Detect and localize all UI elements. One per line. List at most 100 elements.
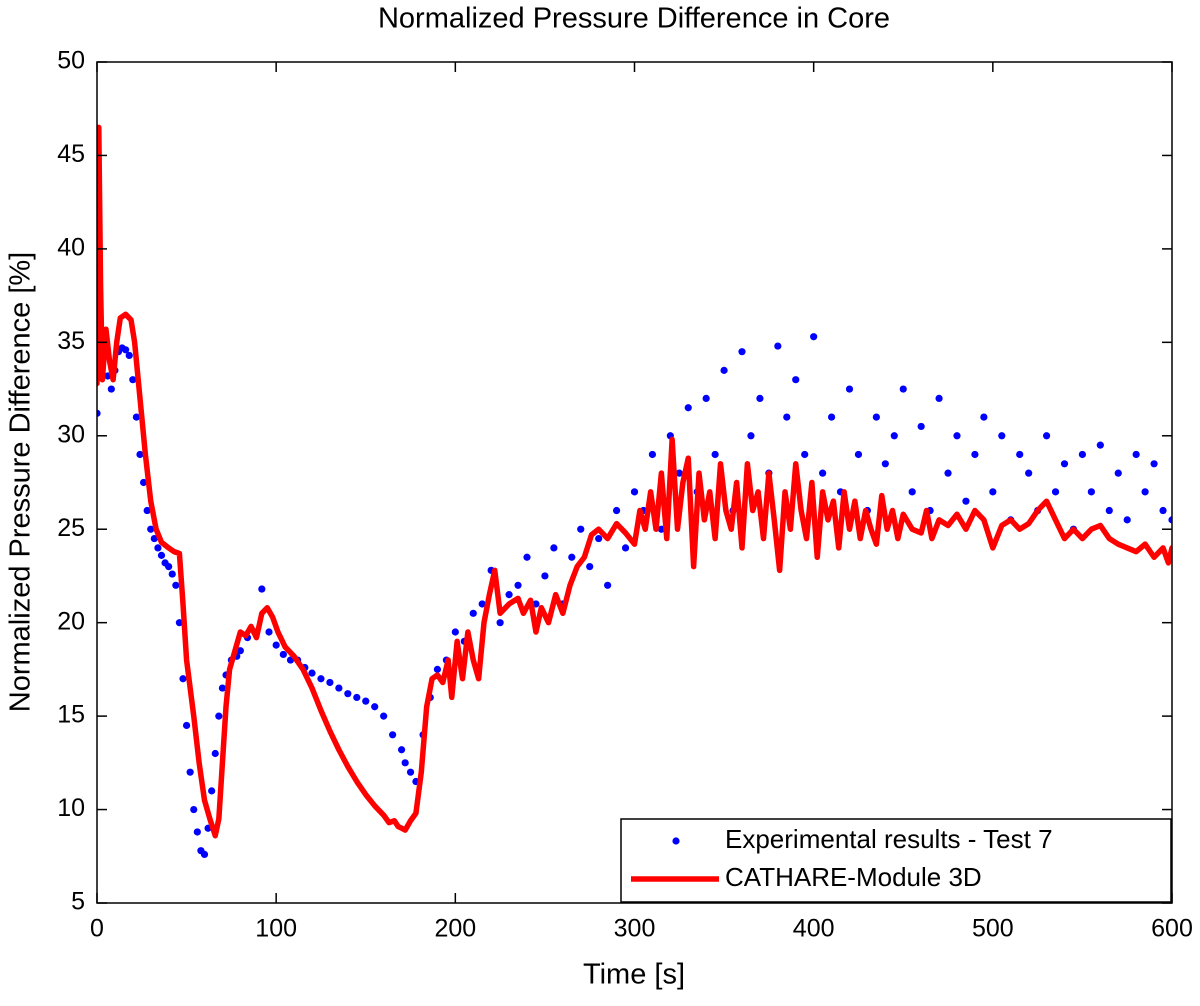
data-point — [944, 469, 952, 477]
data-point — [720, 366, 728, 374]
data-point — [1150, 460, 1158, 468]
data-point — [147, 525, 155, 533]
y-tick-label: 25 — [57, 514, 85, 542]
data-point — [380, 712, 388, 720]
data-point — [478, 600, 486, 608]
data-point — [586, 563, 594, 571]
data-point — [505, 591, 513, 599]
data-point — [1096, 441, 1104, 449]
data-point — [917, 422, 925, 431]
x-tick-label: 100 — [255, 915, 297, 943]
data-point — [208, 787, 216, 795]
data-point — [218, 684, 227, 692]
x-axis-label: Time [s] — [583, 959, 685, 991]
y-tick-label: 45 — [57, 140, 85, 168]
y-tick-label: 50 — [57, 47, 85, 75]
data-point — [107, 385, 115, 393]
x-tick-label: 300 — [614, 915, 656, 943]
data-point — [371, 703, 379, 711]
data-point — [397, 746, 406, 754]
data-point — [980, 413, 988, 421]
data-point — [1132, 450, 1140, 459]
data-point — [317, 675, 325, 683]
data-point — [792, 376, 800, 384]
data-point — [827, 413, 836, 421]
legend-box — [620, 818, 1172, 903]
data-point — [279, 650, 287, 659]
data-point — [1168, 516, 1172, 524]
data-point — [514, 581, 522, 589]
data-point — [845, 385, 854, 393]
data-point — [899, 385, 907, 393]
data-point — [953, 432, 961, 440]
data-line — [97, 124, 1172, 839]
data-point — [1123, 516, 1131, 524]
data-point — [577, 525, 585, 533]
data-point — [568, 553, 576, 561]
data-point — [1114, 469, 1122, 477]
data-point — [702, 394, 710, 402]
data-point — [854, 450, 863, 459]
data-point — [711, 450, 719, 459]
data-point — [1141, 488, 1149, 496]
data-point — [738, 348, 746, 356]
data-point — [881, 460, 889, 468]
data-point — [97, 409, 101, 417]
data-point — [774, 342, 782, 350]
data-point — [541, 572, 549, 580]
data-point — [1051, 488, 1060, 496]
data-point — [136, 450, 144, 459]
data-point — [150, 534, 158, 543]
y-tick-label: 10 — [57, 794, 85, 822]
y-tick-label: 30 — [57, 420, 85, 448]
data-point — [190, 805, 198, 814]
y-tick-label: 40 — [57, 233, 85, 261]
data-point — [890, 432, 898, 440]
data-point — [236, 647, 244, 655]
data-point — [125, 351, 133, 360]
data-point — [523, 553, 531, 561]
data-point — [604, 581, 612, 589]
data-point — [344, 690, 352, 698]
data-point — [139, 478, 148, 487]
data-point — [168, 570, 176, 578]
data-point — [469, 609, 477, 617]
data-point — [179, 675, 187, 683]
data-point — [962, 497, 970, 505]
data-point — [157, 551, 166, 559]
data-point — [1042, 432, 1051, 440]
data-point — [193, 828, 201, 836]
legend-label: CATHARE-Module 3D — [725, 862, 982, 892]
x-tick-label: 200 — [434, 915, 476, 943]
data-point — [971, 450, 979, 459]
data-point — [353, 693, 361, 702]
data-point — [747, 432, 755, 440]
data-point — [756, 394, 764, 402]
legend-label: Experimental results - Test 7 — [725, 824, 1053, 854]
data-point — [389, 731, 397, 739]
data-point — [272, 641, 280, 649]
data-point — [326, 678, 334, 687]
y-tick-label: 5 — [71, 888, 85, 916]
y-tick-label: 20 — [57, 607, 85, 635]
data-point — [401, 759, 409, 767]
data-point — [801, 450, 809, 459]
x-tick-label: 600 — [1151, 915, 1193, 943]
data-point — [165, 563, 173, 571]
data-point — [935, 394, 943, 402]
x-tick-label: 500 — [972, 915, 1014, 943]
data-point — [675, 469, 683, 477]
chart-title: Normalized Pressure Difference in Core — [378, 3, 890, 35]
data-point — [810, 333, 818, 341]
data-point — [182, 721, 191, 730]
data-point — [211, 749, 219, 758]
data-point — [684, 404, 692, 412]
data-point — [143, 506, 151, 515]
data-point — [308, 669, 316, 677]
data-point — [908, 488, 916, 496]
data-point — [265, 628, 273, 636]
data-point — [186, 768, 194, 776]
data-point — [200, 850, 209, 859]
data-point — [1060, 460, 1069, 468]
data-point — [1087, 488, 1095, 496]
